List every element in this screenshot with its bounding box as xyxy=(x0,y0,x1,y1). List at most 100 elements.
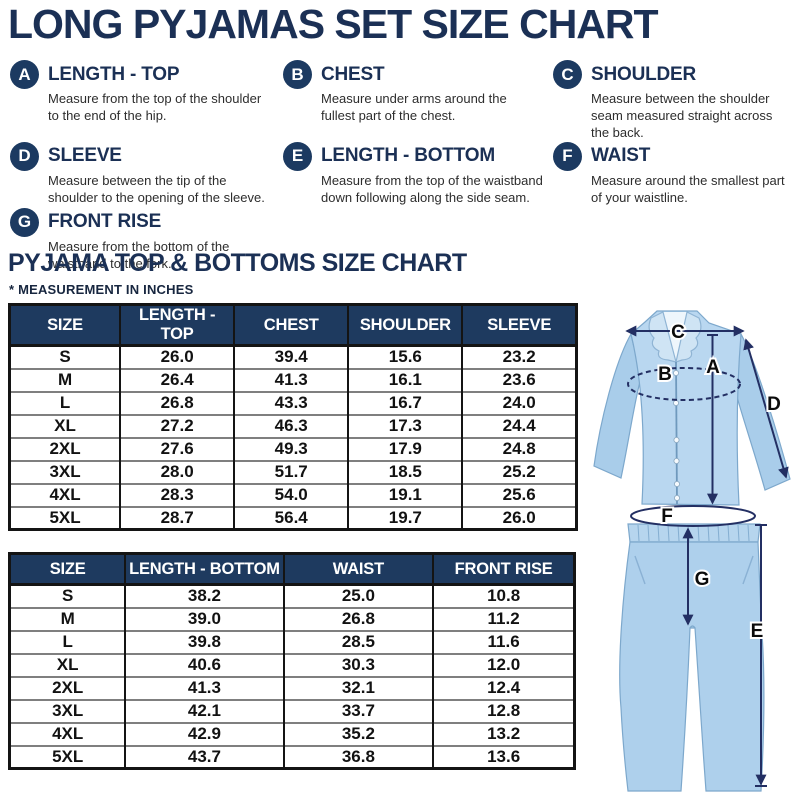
measurement-cell: 23.6 xyxy=(461,367,577,392)
measurement-cell: 26.8 xyxy=(282,606,434,631)
measurement-cell: 56.4 xyxy=(233,505,349,530)
definition-item-waist: F WAIST Measure around the smallest part… xyxy=(553,141,795,208)
measurement-cell: 25.0 xyxy=(282,584,434,608)
measurement-cell: 26.0 xyxy=(119,345,235,369)
definition-description: Measure under arms around the fullest pa… xyxy=(321,91,507,123)
definition-description: Measure from the top of the waistband do… xyxy=(321,172,543,205)
definition-term: LENGTH - BOTTOM xyxy=(321,145,495,167)
diagram-label-g: G xyxy=(695,569,710,590)
size-label-cell: M xyxy=(9,606,126,631)
size-label-cell: XL xyxy=(9,413,121,438)
letter-badge-b: B xyxy=(283,60,312,89)
measurement-cell: 11.2 xyxy=(432,606,575,631)
definition-item-chest: B CHEST Measure under arms around the fu… xyxy=(283,60,553,142)
measurement-cell: 15.6 xyxy=(347,345,463,369)
definition-item-length-top: A LENGTH - TOP Measure from the top of t… xyxy=(10,60,283,142)
measurement-cell: 40.6 xyxy=(124,652,284,677)
header-row: SIZE LENGTH - TOP CHEST SHOULDER SLEEVE xyxy=(9,304,577,347)
measure-ellipse-b xyxy=(627,367,741,401)
measurement-cell: 26.4 xyxy=(119,367,235,392)
table-row: 2XL 41.3 32.1 12.4 xyxy=(9,675,575,700)
column-header: LENGTH - BOTTOM xyxy=(124,553,284,586)
definition-description: Measure around the smallest part of your… xyxy=(591,172,785,205)
measurement-cell: 13.6 xyxy=(432,744,575,769)
size-label-cell: 5XL xyxy=(9,744,126,769)
size-label-cell: 2XL xyxy=(9,436,121,461)
definition-term: SHOULDER xyxy=(591,63,697,85)
letter-badge-c: C xyxy=(553,60,582,89)
measure-arrow-d xyxy=(743,338,789,479)
pyjama-bottom-illustration xyxy=(619,523,765,792)
measurement-cell: 12.0 xyxy=(432,652,575,677)
measurement-cell: 51.7 xyxy=(233,459,349,484)
diagram-label-e: E xyxy=(751,621,764,642)
column-header: SHOULDER xyxy=(347,304,463,347)
definition-description: Measure between the shoulder seam measur… xyxy=(591,91,773,140)
table-row: S 26.0 39.4 15.6 23.2 xyxy=(10,345,577,369)
measurement-cell: 32.1 xyxy=(282,675,434,700)
column-header: WAIST xyxy=(282,553,434,586)
definition-item-length-bottom: E LENGTH - BOTTOM Measure from the top o… xyxy=(283,141,553,208)
measurement-cell: 28.5 xyxy=(282,629,434,654)
diagram-label-f: F xyxy=(661,506,673,527)
size-label-cell: L xyxy=(9,629,126,654)
definition-description: Measure from the bottom of the waistband… xyxy=(48,238,230,271)
measurement-cell: 30.3 xyxy=(282,652,434,677)
diagram-label-b: B xyxy=(658,364,672,385)
measurement-cell: 13.2 xyxy=(432,721,575,746)
section-title: PYJAMA TOP & BOTTOMS SIZE CHART xyxy=(8,249,467,277)
measurement-definitions: A LENGTH - TOP Measure from the top of t… xyxy=(10,60,795,274)
measurement-cell: 26.0 xyxy=(461,505,577,530)
measurement-cell: 24.4 xyxy=(461,413,577,438)
diagram-label-d: D xyxy=(767,394,781,415)
measurement-cell: 41.3 xyxy=(233,367,349,392)
definition-description: Measure between the tip of the shoulder … xyxy=(48,172,265,205)
letter-badge-f: F xyxy=(553,141,582,171)
measurement-cell: 17.9 xyxy=(347,436,463,461)
measurement-cell: 42.1 xyxy=(124,698,284,723)
column-header: SIZE xyxy=(9,304,121,347)
table-row: XL 40.6 30.3 12.0 xyxy=(9,652,575,677)
measurement-cell: 28.0 xyxy=(119,459,235,484)
column-header: SIZE xyxy=(9,553,126,586)
measurement-cell: 19.1 xyxy=(347,482,463,507)
shirt-buttons xyxy=(673,370,681,501)
waistband-gathers xyxy=(637,524,750,542)
pyjama-top-illustration xyxy=(593,310,791,506)
letter-badge-d: D xyxy=(10,141,39,171)
letter-badge-a: A xyxy=(10,60,39,89)
measurement-cell: 16.1 xyxy=(347,367,463,392)
measurement-cell: 12.4 xyxy=(432,675,575,700)
measurement-cell: 39.0 xyxy=(124,606,284,631)
size-label-cell: L xyxy=(9,390,121,415)
measurement-cell: 28.7 xyxy=(119,505,235,530)
column-header: SLEEVE xyxy=(461,304,577,347)
table-row: 3XL 42.1 33.7 12.8 xyxy=(9,698,575,723)
size-label-cell: 4XL xyxy=(9,482,121,507)
table-row: 5XL 43.7 36.8 13.6 xyxy=(9,744,575,769)
measurement-cell: 16.7 xyxy=(347,390,463,415)
table-row: M 39.0 26.8 11.2 xyxy=(9,606,575,631)
measurement-cell: 38.2 xyxy=(124,584,284,608)
measurement-cell: 33.7 xyxy=(282,698,434,723)
size-label-cell: 4XL xyxy=(9,721,126,746)
measurement-cell: 27.2 xyxy=(119,413,235,438)
header-row: SIZE LENGTH - BOTTOM WAIST FRONT RISE xyxy=(9,553,575,586)
measurement-unit-note: * MEASUREMENT IN INCHES xyxy=(9,282,194,297)
measurement-cell: 24.8 xyxy=(461,436,577,461)
size-label-cell: 3XL xyxy=(9,698,126,723)
measurement-cell: 27.6 xyxy=(119,436,235,461)
diagram-label-a: A xyxy=(706,357,720,378)
measurement-cell: 39.8 xyxy=(124,629,284,654)
measurement-cell: 25.6 xyxy=(461,482,577,507)
letter-badge-e: E xyxy=(283,141,312,171)
definition-term: WAIST xyxy=(591,145,651,167)
measurement-cell: 43.7 xyxy=(124,744,284,769)
table-row: 4XL 28.3 54.0 19.1 25.6 xyxy=(9,482,577,507)
measurement-cell: 25.2 xyxy=(461,459,577,484)
column-header: FRONT RISE xyxy=(432,553,575,586)
definition-term: CHEST xyxy=(321,63,385,85)
measurement-cell: 23.2 xyxy=(461,345,577,369)
pyjama-measurement-illustration: C A B D F G E xyxy=(593,310,791,792)
